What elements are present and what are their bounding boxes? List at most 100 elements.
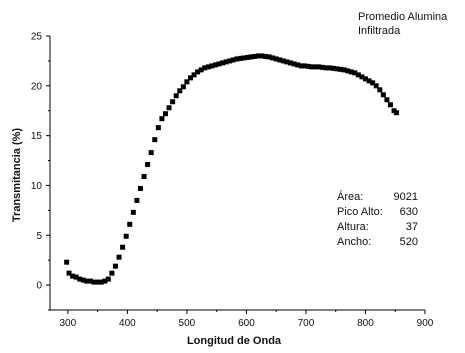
data-point <box>309 64 315 70</box>
data-point <box>284 59 290 65</box>
data-point <box>195 69 201 75</box>
annotation-value: 37 <box>406 221 418 233</box>
data-point <box>330 65 336 71</box>
data-point <box>105 276 111 282</box>
data-point <box>362 76 368 82</box>
x-tick-label: 900 <box>417 318 434 329</box>
annotation-label: Área: <box>337 190 363 203</box>
data-point <box>337 66 343 72</box>
data-point <box>277 57 283 63</box>
y-tick-label: 0 <box>36 281 42 292</box>
data-point <box>116 254 122 260</box>
data-point <box>102 278 108 284</box>
data-point <box>202 65 208 71</box>
data-point <box>173 93 179 99</box>
data-point <box>98 279 104 285</box>
data-point <box>162 111 168 117</box>
data-point <box>245 54 251 60</box>
data-point <box>248 54 254 60</box>
y-axis-ticks: 0 5 10 15 20 25 <box>31 32 50 311</box>
annotation-label: Pico Alto: <box>337 206 383 218</box>
data-point <box>187 75 193 81</box>
axes <box>49 36 425 311</box>
y-axis-label: Transmitancia (%) <box>11 128 23 222</box>
annotation-value: 9021 <box>394 191 418 203</box>
data-point <box>205 64 211 70</box>
data-point <box>334 66 340 72</box>
data-point <box>291 61 297 67</box>
data-point <box>234 56 240 62</box>
data-point <box>112 263 118 269</box>
data-point <box>220 60 226 66</box>
data-point <box>273 56 279 62</box>
data-point <box>380 92 386 98</box>
chart-title-line-1: Promedio Alumina <box>358 11 448 23</box>
data-point <box>377 87 383 93</box>
data-point <box>316 64 322 70</box>
data-point <box>237 55 243 61</box>
x-axis-ticks: 300 400 500 600 700 800 900 <box>60 310 434 329</box>
data-point <box>387 102 393 108</box>
data-point <box>84 278 90 284</box>
data-point <box>155 125 161 131</box>
data-point <box>134 197 140 203</box>
data-point <box>262 53 268 59</box>
data-point <box>141 173 147 179</box>
data-point <box>148 150 154 156</box>
annotation-box: Área: 9021 Pico Alto: 630 Altura: 37 Ancho: 520 <box>337 190 418 248</box>
data-point <box>359 74 365 80</box>
data-point <box>373 83 379 89</box>
data-point <box>327 65 333 71</box>
data-point <box>70 273 76 279</box>
y-tick-label: 15 <box>31 131 43 142</box>
data-point <box>298 63 304 69</box>
data-point <box>259 53 265 59</box>
y-tick-label: 10 <box>31 181 43 192</box>
data-point <box>355 72 361 78</box>
data-point <box>77 276 83 282</box>
annotation-label: Ancho: <box>337 236 371 248</box>
annotation-value: 520 <box>400 236 418 248</box>
data-point <box>120 244 126 250</box>
data-point <box>252 53 258 59</box>
data-point <box>80 277 86 283</box>
data-point <box>137 185 143 191</box>
data-point <box>323 65 329 71</box>
data-point <box>352 70 358 76</box>
data-point <box>87 278 93 284</box>
data-point <box>166 105 172 111</box>
data-point <box>91 279 97 285</box>
x-tick-label: 700 <box>298 318 315 329</box>
y-tick-label: 25 <box>31 32 43 43</box>
data-point <box>302 63 308 69</box>
annotation-label: Altura: <box>337 221 369 233</box>
data-point <box>270 55 276 61</box>
data-point <box>184 79 190 85</box>
data-point <box>180 84 186 90</box>
data-point <box>109 270 115 276</box>
x-tick-label: 500 <box>179 318 196 329</box>
data-point <box>341 67 347 73</box>
data-point <box>123 233 129 239</box>
data-point <box>320 64 326 70</box>
data-point <box>348 69 354 75</box>
x-axis-label: Longitud de Onda <box>187 335 282 347</box>
data-point <box>305 63 311 69</box>
data-point <box>266 54 272 60</box>
data-point <box>393 110 399 116</box>
data-points <box>64 53 399 285</box>
data-point <box>191 72 197 78</box>
chart-title-line-2: Infiltrada <box>358 25 401 37</box>
data-point <box>152 137 158 143</box>
x-tick-label: 600 <box>238 318 255 329</box>
y-tick-label: 20 <box>31 81 43 92</box>
data-point <box>216 61 222 67</box>
data-point <box>127 221 133 227</box>
data-point <box>255 53 261 59</box>
data-point <box>241 55 247 61</box>
data-point <box>130 209 136 215</box>
data-point <box>230 57 236 63</box>
data-point <box>345 68 351 74</box>
data-point <box>223 59 229 65</box>
data-point <box>366 78 372 84</box>
